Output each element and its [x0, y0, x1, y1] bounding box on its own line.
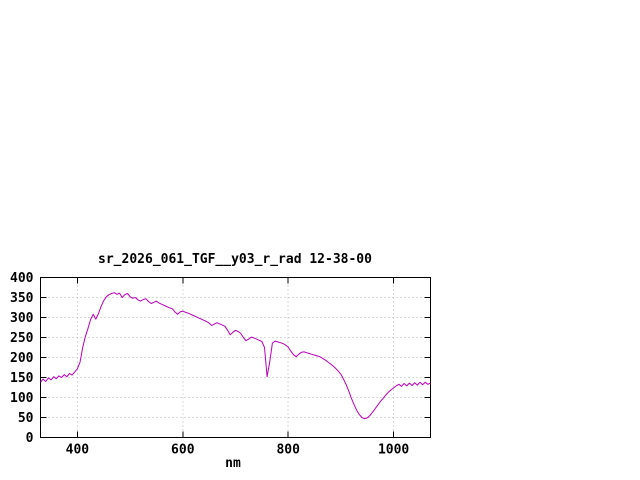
- x-tick-label: 1000: [378, 443, 409, 458]
- y-tick-label: 0: [26, 431, 34, 446]
- x-tick-label: 400: [66, 443, 90, 458]
- y-tick-label: 350: [10, 291, 34, 306]
- plot-border: [40, 277, 431, 438]
- chart-title: sr_2026_061_TGF__y03_r_rad 12-38-00: [98, 252, 372, 267]
- x-tick-label: 600: [171, 443, 195, 458]
- y-tick-label: 200: [10, 351, 34, 366]
- y-tick-label: 300: [10, 311, 34, 326]
- data-line: [40, 292, 431, 420]
- x-tick-label: 800: [276, 443, 300, 458]
- y-tick-label: 150: [10, 371, 34, 386]
- y-tick-label: 400: [10, 271, 34, 286]
- y-tick-label: 100: [10, 391, 34, 406]
- y-tick-label: 250: [10, 331, 34, 346]
- x-axis-label: nm: [225, 456, 241, 471]
- y-tick-label: 50: [18, 411, 34, 426]
